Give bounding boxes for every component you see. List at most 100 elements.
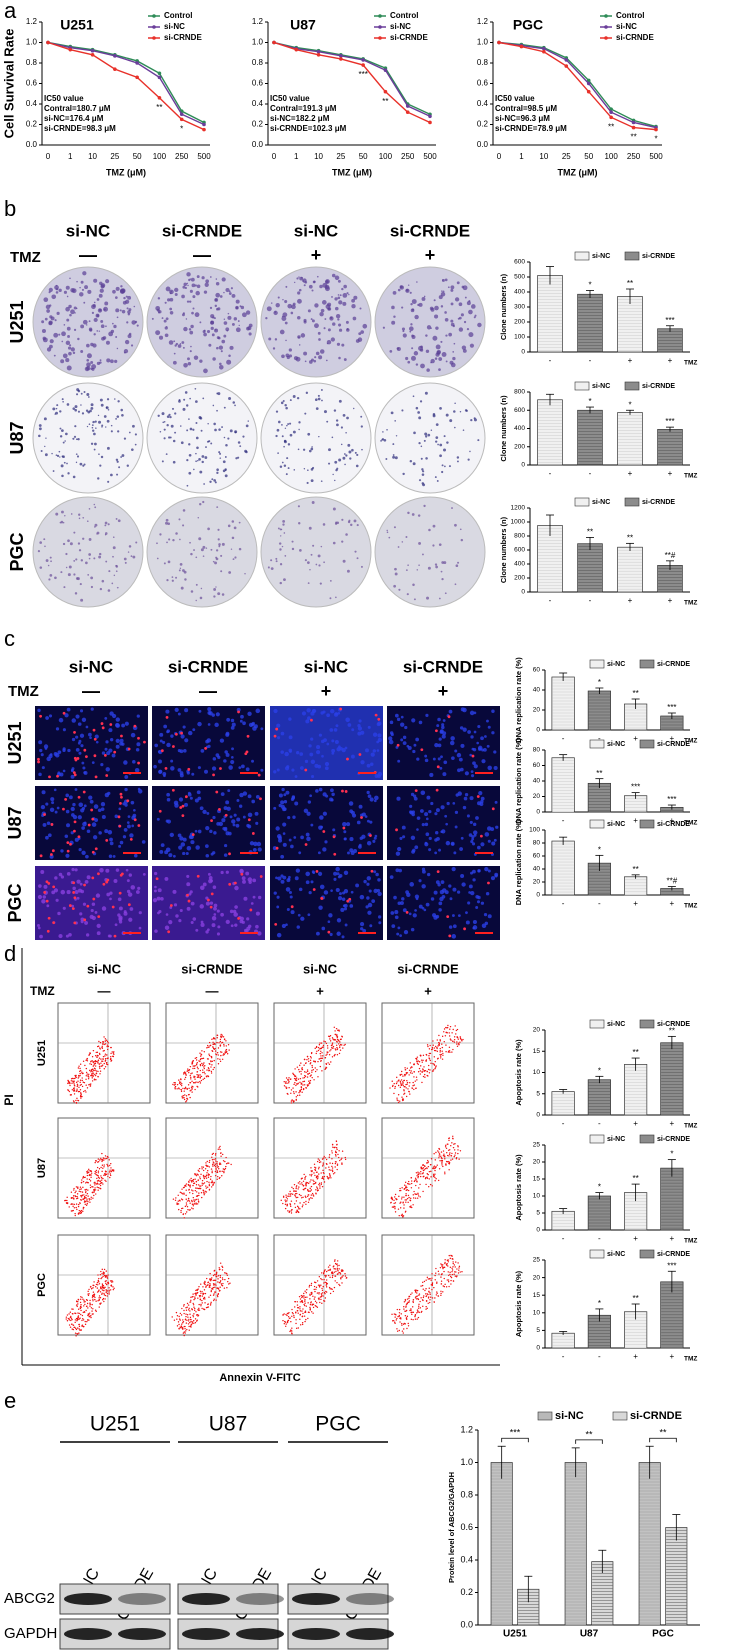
event [101, 1287, 102, 1288]
event [300, 1071, 301, 1072]
colony [332, 437, 334, 439]
colony [91, 403, 94, 406]
event [289, 1212, 290, 1213]
colony [89, 538, 92, 541]
event [313, 1061, 314, 1062]
nucleus [224, 844, 227, 847]
nucleus [224, 827, 227, 830]
colony [120, 285, 122, 287]
event [216, 1042, 217, 1043]
event [413, 1071, 414, 1072]
event [435, 1046, 436, 1047]
colony [321, 400, 323, 402]
event [112, 1051, 113, 1052]
event [178, 1088, 179, 1089]
event [401, 1079, 402, 1080]
nucleus [37, 709, 40, 712]
event [101, 1161, 102, 1162]
colony [337, 343, 340, 346]
event [185, 1074, 186, 1075]
event [309, 1073, 310, 1074]
column-header: si-CRNDE [181, 961, 243, 976]
colony [86, 344, 90, 348]
colony [65, 358, 69, 362]
event [290, 1210, 291, 1211]
colony [307, 469, 309, 471]
nucleus [164, 877, 168, 881]
nucleus [295, 876, 299, 880]
event [192, 1190, 193, 1191]
nucleus [430, 802, 433, 805]
event [89, 1313, 90, 1314]
event [181, 1096, 182, 1097]
nucleus [63, 728, 66, 731]
event [76, 1203, 77, 1204]
colony [77, 438, 79, 440]
colony [96, 314, 100, 318]
colony [74, 329, 76, 331]
colony [190, 325, 193, 328]
nucleus [368, 794, 372, 798]
colony [135, 444, 137, 446]
colony [421, 446, 423, 448]
event [215, 1158, 216, 1159]
colony [354, 519, 357, 522]
event [407, 1183, 408, 1184]
colony [477, 323, 481, 327]
event [324, 1156, 325, 1157]
event [422, 1172, 423, 1173]
nucleus [414, 797, 418, 801]
event [216, 1172, 217, 1173]
nucleus [396, 851, 400, 855]
event [94, 1187, 95, 1188]
event [89, 1300, 90, 1301]
nucleus [424, 842, 428, 846]
colony [89, 508, 91, 510]
colony [355, 452, 357, 454]
event [215, 1154, 216, 1155]
nucleus [367, 911, 371, 915]
event [197, 1082, 198, 1083]
nucleus [84, 921, 88, 925]
event [290, 1206, 291, 1207]
nucleus [88, 733, 92, 737]
nucleus [213, 913, 216, 916]
colony [460, 528, 462, 530]
colony [343, 414, 346, 417]
event [223, 1044, 224, 1045]
event [73, 1325, 74, 1326]
colony [236, 300, 240, 304]
nucleus [318, 905, 322, 909]
colony [318, 395, 320, 397]
colony [152, 318, 154, 320]
event [77, 1086, 78, 1087]
colony [328, 448, 331, 451]
colony [232, 323, 235, 326]
colony [61, 521, 64, 524]
event [335, 1034, 336, 1035]
nucleus [243, 897, 247, 901]
event [400, 1207, 401, 1208]
colony [132, 556, 135, 559]
event [438, 1035, 439, 1036]
colony [115, 418, 117, 420]
colony [425, 457, 428, 460]
event [94, 1068, 95, 1069]
nucleus [396, 797, 400, 801]
nucleus [491, 842, 495, 846]
nucleus [118, 897, 122, 901]
edu-positive [219, 767, 222, 770]
nucleus [277, 896, 280, 899]
edu-positive [240, 873, 243, 876]
nucleus [256, 912, 260, 916]
event [204, 1065, 205, 1066]
nucleus [109, 854, 113, 858]
event [305, 1188, 306, 1189]
colony [228, 525, 231, 528]
colony [401, 409, 403, 411]
event [327, 1062, 328, 1063]
nucleus [365, 815, 368, 818]
edu-positive [137, 824, 140, 827]
event [86, 1058, 87, 1059]
event [195, 1058, 196, 1059]
